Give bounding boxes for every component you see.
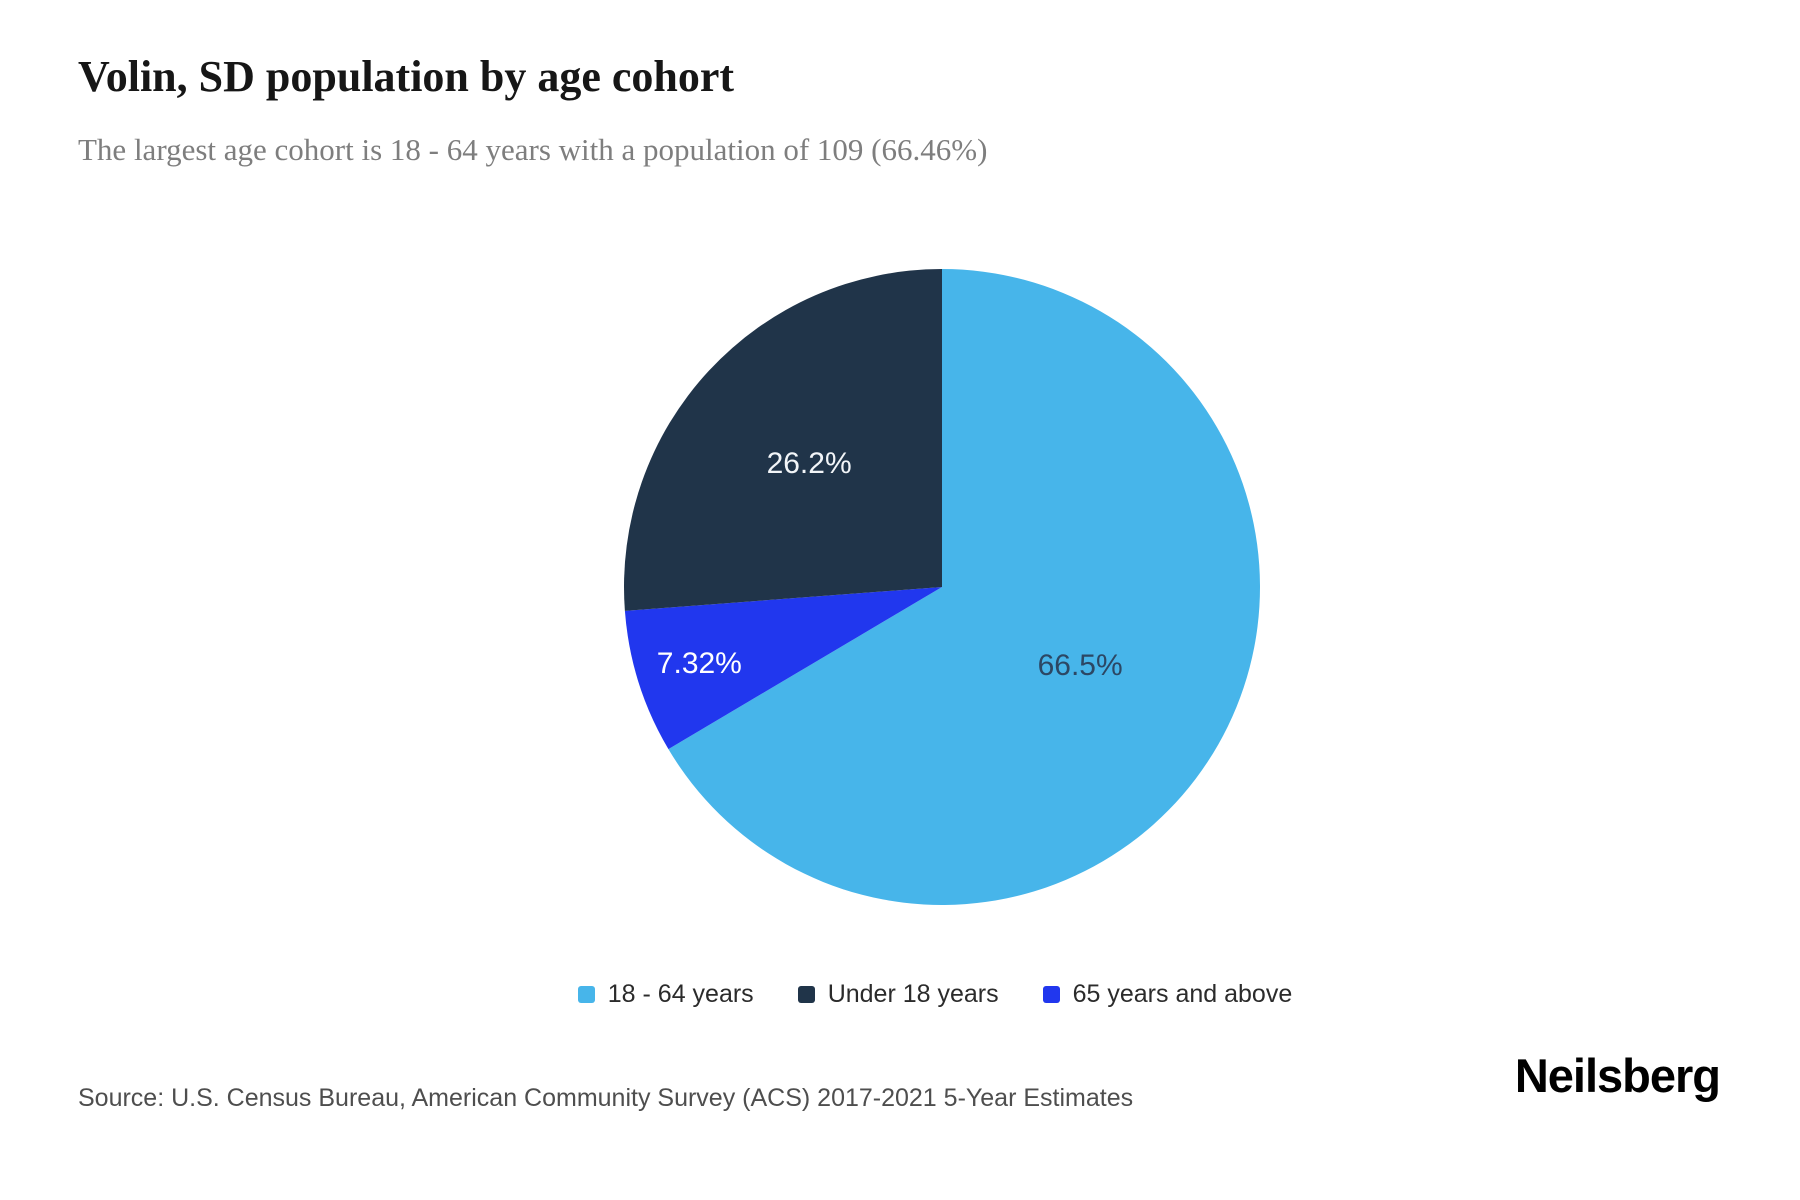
legend-swatch-icon <box>1042 986 1060 1003</box>
legend-item-18-64-years[interactable]: 18 - 64 years <box>577 980 754 1009</box>
source-note: Source: U.S. Census Bureau, American Com… <box>78 1084 1134 1112</box>
legend-item-under-18-years[interactable]: Under 18 years <box>797 980 999 1009</box>
legend-label: 18 - 64 years <box>607 980 754 1008</box>
legend-swatch-icon <box>797 986 815 1003</box>
pie-slice-under-18-years[interactable] <box>624 268 942 611</box>
chart-subtitle: The largest age cohort is 18 - 64 years … <box>78 132 988 167</box>
legend-swatch-icon <box>577 986 595 1003</box>
pie-slice-percentage-label: 26.2% <box>767 447 852 480</box>
chart-title: Volin, SD population by age cohort <box>78 52 735 101</box>
neilsberg-logo: Neilsberg <box>1514 1049 1721 1102</box>
legend-label: Under 18 years <box>827 980 999 1008</box>
pie-slice-percentage-label: 66.5% <box>1038 649 1123 682</box>
pie-slice-percentage-label: 7.32% <box>657 647 742 680</box>
pie-slice-18-64-years[interactable] <box>668 269 1260 905</box>
legend-item-65-years-and-above[interactable]: 65 years and above <box>1042 980 1293 1009</box>
legend-label: 65 years and above <box>1072 980 1293 1008</box>
pie-slice-65-years-and-above[interactable] <box>624 587 942 750</box>
chart-legend: 18 - 64 years Under 18 years 65 years an… <box>0 980 1800 1009</box>
